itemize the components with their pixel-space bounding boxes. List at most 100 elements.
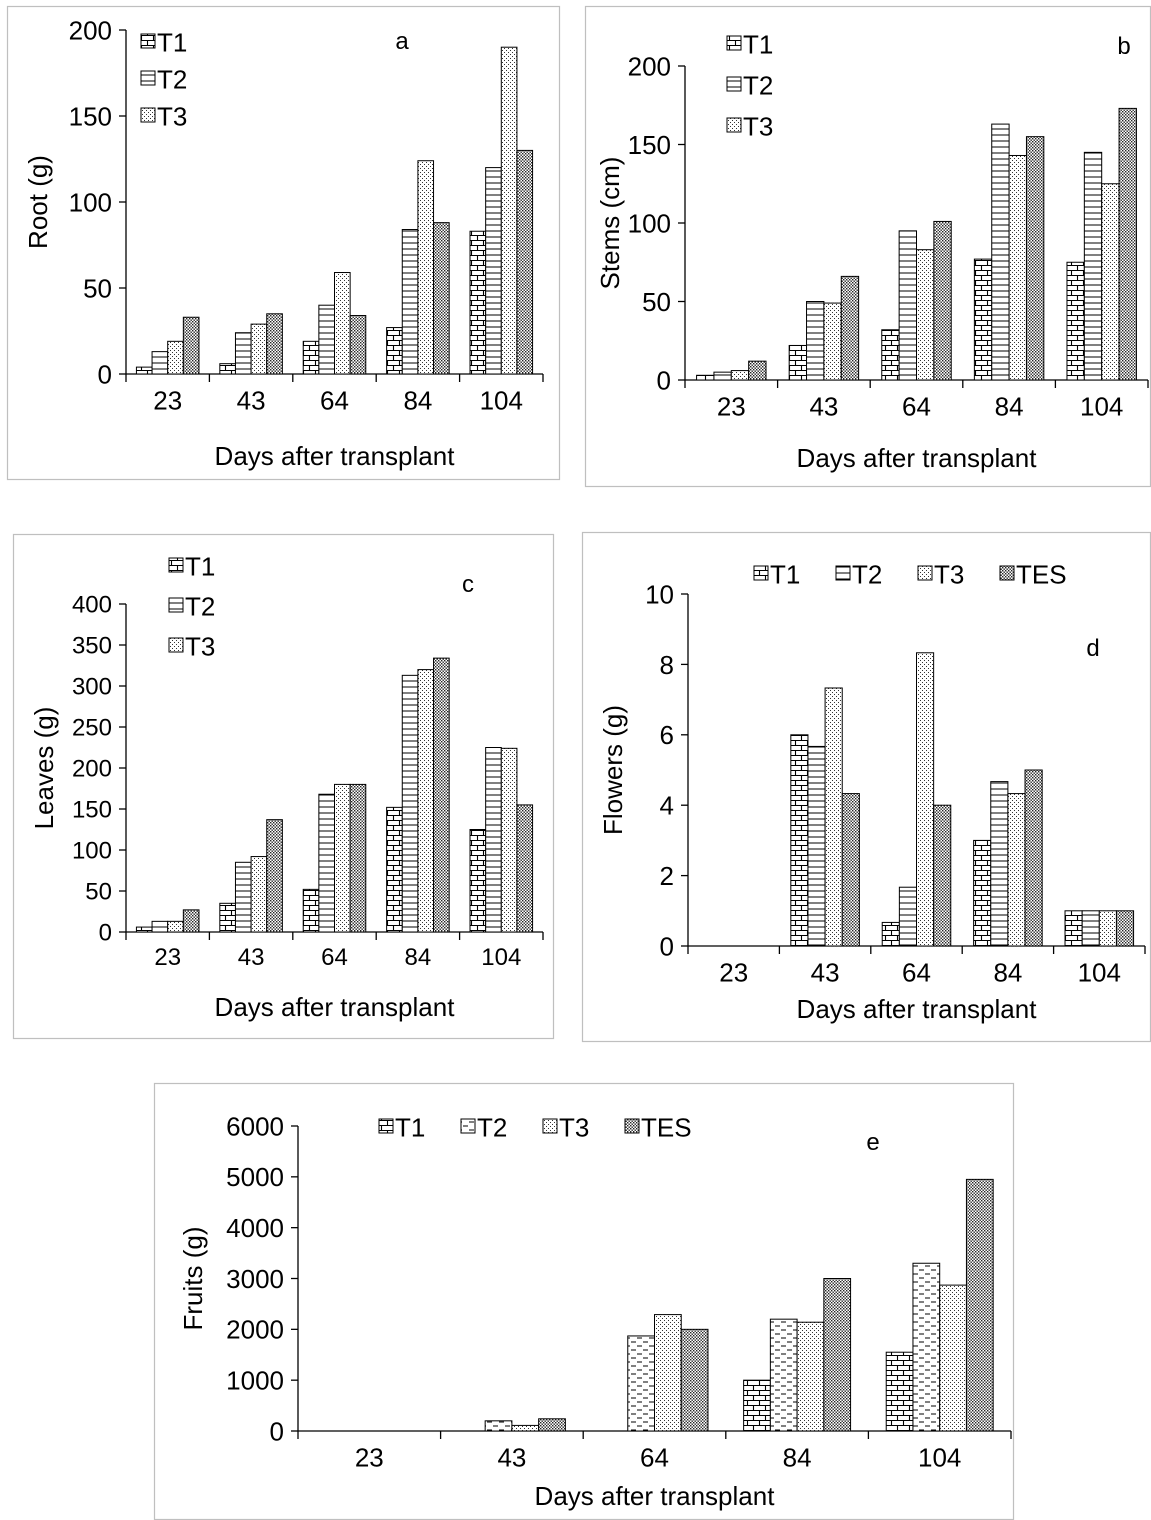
y-tick-label: 50 — [642, 287, 671, 317]
bar-t3-84 — [796, 1321, 825, 1432]
bar-t3-23 — [730, 370, 750, 381]
bar-t1-84 — [973, 839, 992, 947]
bar-tes-84 — [1024, 769, 1043, 947]
bar-t2-43 — [234, 332, 252, 375]
y-axis-label: Stems (cm) — [595, 157, 625, 290]
bar-t1-43 — [219, 363, 236, 375]
bar-unlabeled-series-43 — [840, 275, 860, 381]
x-tick-label: 104 — [1080, 391, 1123, 421]
bar-unlabeled-series-104 — [516, 149, 534, 375]
bar-t3-43 — [511, 1424, 540, 1432]
bar-t1-104 — [1066, 261, 1085, 381]
y-tick-label: 100 — [69, 187, 112, 217]
bar-t2-64 — [318, 793, 335, 933]
chart-panel-d: 0 2 4 6 8 10 23 43 64 84 104 Days after transplant F… — [581, 531, 1151, 1043]
y-tick-label: 0 — [657, 365, 671, 395]
y-tick-label: 3000 — [226, 1264, 284, 1294]
x-tick-label: 23 — [355, 1442, 384, 1472]
legend-swatch-t1 — [753, 565, 769, 581]
legend-swatch-t1 — [140, 33, 156, 49]
x-tick-label: 23 — [717, 391, 746, 421]
x-tick-label: 43 — [811, 957, 840, 987]
x-tick-label: 84 — [403, 385, 432, 415]
bar-t3-23 — [167, 920, 184, 933]
y-tick-label: 2 — [660, 861, 674, 891]
legend-swatch-t2 — [726, 76, 742, 92]
bar-t3-64 — [916, 652, 935, 947]
bar-t1-23 — [135, 926, 153, 933]
x-tick-label: 104 — [480, 385, 523, 415]
panel-label: a — [395, 28, 409, 55]
bar-t2-104 — [912, 1262, 941, 1432]
legend-label-t2: T2 — [157, 64, 187, 94]
bar-t2-84 — [990, 781, 1009, 947]
bar-unlabeled-series-23 — [182, 316, 200, 375]
legend-swatch-t2 — [460, 1118, 476, 1134]
x-tick-label: 64 — [902, 391, 931, 421]
bar-t3-64 — [334, 783, 351, 933]
chart-panel-c: 0 50 100 150 200 250 300 350 400 23 43 64 84 104 Days … — [12, 533, 555, 1040]
bar-t3-104 — [1101, 183, 1120, 381]
y-tick-label: 10 — [645, 579, 674, 609]
legend-label-t3: T3 — [743, 111, 773, 141]
y-tick-label: 1000 — [226, 1366, 284, 1396]
x-tick-label: 84 — [993, 957, 1022, 987]
bar-t1-104 — [469, 829, 487, 933]
x-tick-label: 23 — [154, 944, 181, 971]
chart-frame — [6, 5, 561, 481]
legend-swatch-t1 — [168, 557, 184, 573]
legend-label-t2: T2 — [743, 70, 773, 100]
bar-t3-64 — [916, 249, 935, 381]
bar-t2-104 — [485, 167, 502, 375]
bar-t3-84 — [417, 160, 435, 375]
bar-unlabeled-series-43 — [266, 819, 283, 933]
bar-t3-84 — [1008, 154, 1027, 381]
y-tick-label: 150 — [69, 101, 112, 131]
bar-t2-104 — [1083, 151, 1103, 381]
y-tick-label: 50 — [85, 879, 112, 906]
bar-t1-43 — [790, 734, 809, 947]
bar-t3-84 — [1007, 793, 1026, 947]
y-tick-label: 100 — [628, 208, 671, 238]
chart-panel-a: 0 50 100 150 200 23 43 64 84 104 Days after transp… — [6, 5, 561, 481]
y-tick-label: 200 — [72, 756, 112, 783]
bar-unlabeled-series-43 — [266, 313, 283, 375]
legend-label-t2: T2 — [477, 1112, 507, 1142]
y-tick-label: 150 — [72, 797, 112, 824]
legend-label-t1: T1 — [185, 551, 215, 581]
bar-unlabeled-series-104 — [1118, 107, 1137, 381]
bar-t1-23 — [135, 366, 153, 375]
y-tick-label: 4 — [660, 791, 674, 821]
x-axis-label: Days after transplant — [215, 992, 456, 1022]
legend-swatch-t3 — [168, 637, 184, 653]
bar-t3-43 — [824, 687, 843, 947]
bar-tes-84 — [823, 1278, 852, 1432]
bar-t1-23 — [696, 374, 715, 381]
legend-label-tes: TES — [1016, 559, 1067, 589]
bar-t2-104 — [485, 747, 502, 933]
bar-t1-43 — [219, 902, 236, 933]
legend-label-t1: T1 — [157, 27, 187, 57]
bar-t1-64 — [302, 340, 320, 375]
bar-tes-104 — [1115, 910, 1135, 947]
x-tick-label: 64 — [321, 944, 348, 971]
bar-t1-64 — [302, 888, 320, 933]
legend-label-t1: T1 — [743, 29, 773, 59]
x-axis-label: Days after transplant — [797, 994, 1038, 1024]
bar-unlabeled-series-23 — [182, 909, 200, 933]
x-axis-label: Days after transplant — [535, 1481, 776, 1511]
bar-t2-64 — [318, 304, 335, 375]
bar-t1-64 — [881, 329, 900, 381]
bar-t3-104 — [939, 1284, 967, 1432]
bar-t1-84 — [386, 806, 403, 933]
bar-t2-23 — [151, 920, 169, 933]
y-tick-label: 8 — [660, 650, 674, 680]
bar-unlabeled-series-64 — [349, 783, 367, 933]
y-tick-label: 250 — [72, 715, 112, 742]
x-tick-label: 23 — [719, 957, 748, 987]
chart-frame — [153, 1082, 1015, 1520]
y-axis-label: Root (g) — [23, 155, 53, 249]
x-tick-label: 104 — [918, 1442, 961, 1472]
legend-label-t3: T3 — [934, 559, 964, 589]
